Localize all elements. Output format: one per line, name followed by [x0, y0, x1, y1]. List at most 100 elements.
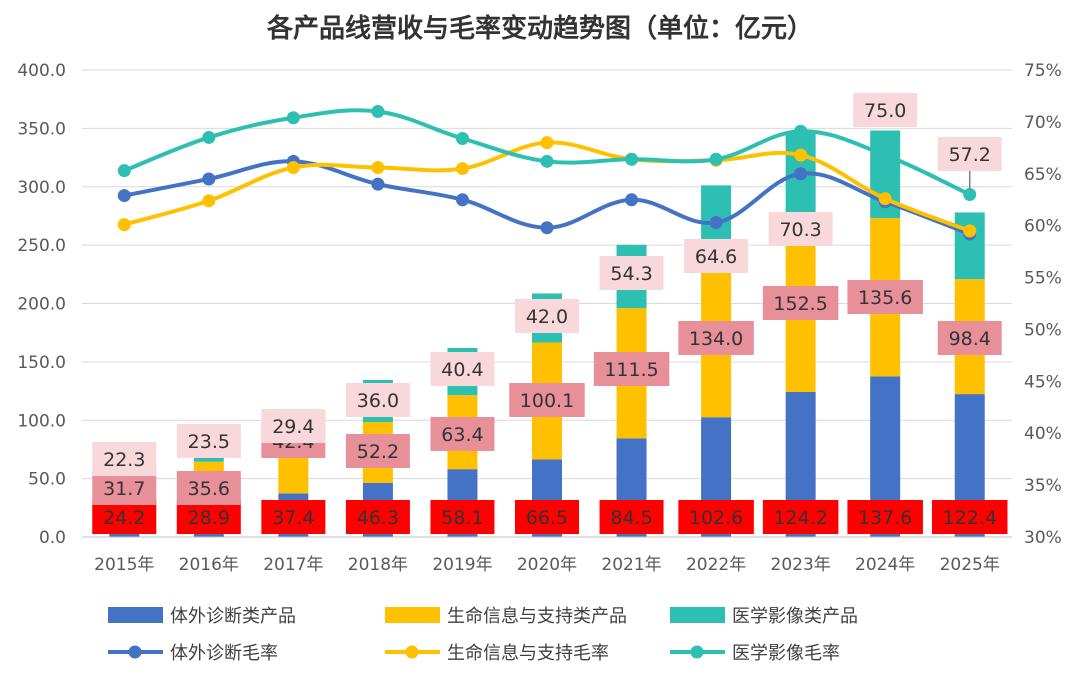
label-imaging-box: [345, 383, 410, 417]
legend-swatch-marker: [690, 645, 704, 659]
label-life-support: 111.5: [604, 359, 658, 381]
y-left-tick-label: 50.0: [28, 470, 66, 490]
label-imaging-box: [176, 424, 241, 458]
label-ivd-box: [345, 500, 410, 534]
legend-label: 体外诊断类产品: [170, 606, 296, 627]
label-life-support-box: [847, 280, 923, 314]
line-life-support-margin-point: [963, 224, 977, 238]
label-ivd-box: [430, 500, 495, 534]
label-imaging: 29.4: [272, 416, 314, 438]
label-ivd-box: [176, 500, 241, 534]
line-imaging-margin-point: [455, 131, 469, 145]
line-imaging-margin-point: [117, 164, 131, 178]
y-right-tick-label: 45%: [1024, 372, 1062, 392]
label-ivd: 124.2: [773, 507, 827, 529]
y-right-tick-label: 55%: [1024, 269, 1062, 289]
label-imaging: 75.0: [864, 100, 906, 122]
legend-label: 医学影像毛率: [732, 643, 840, 664]
label-ivd-box: [762, 500, 839, 534]
label-imaging-box: [937, 137, 1002, 171]
label-life-support: 134.0: [689, 328, 743, 350]
y-left-tick-label: 350.0: [17, 119, 66, 139]
x-tick-label: 2019年: [432, 555, 492, 575]
legend-label: 生命信息与支持毛率: [447, 643, 609, 664]
label-imaging-box: [684, 239, 749, 273]
line-ivd-margin-point: [709, 216, 723, 230]
line-ivd-margin-point: [371, 177, 385, 191]
line-ivd-margin-point: [117, 189, 131, 203]
label-imaging: 22.3: [103, 449, 145, 471]
label-life-support-box: [762, 286, 839, 320]
label-ivd: 37.4: [272, 507, 314, 529]
label-ivd-box: [847, 500, 923, 534]
x-tick-label: 2018年: [348, 555, 408, 575]
label-life-support: 100.1: [520, 390, 574, 412]
data-labels: 24.231.722.328.935.623.537.442.429.446.3…: [92, 93, 1008, 534]
y-left-tick-label: 100.0: [17, 411, 66, 431]
x-tick-label: 2020年: [517, 555, 577, 575]
line-life-support-margin-point: [878, 192, 892, 206]
y-right-tick-label: 40%: [1024, 424, 1062, 444]
label-ivd: 58.1: [441, 507, 483, 529]
x-tick-label: 2022年: [686, 555, 746, 575]
line-life-support-margin-point: [202, 194, 216, 208]
label-imaging: 42.0: [526, 306, 568, 328]
label-ivd: 102.6: [689, 507, 743, 529]
label-life-support: 52.2: [357, 441, 399, 463]
y-right-tick-label: 65%: [1024, 165, 1062, 185]
line-life-support-margin-point: [117, 218, 131, 232]
label-imaging-box: [92, 442, 157, 476]
label-ivd: 84.5: [610, 507, 652, 529]
label-life-support-box: [678, 321, 754, 355]
line-imaging-margin-point: [540, 154, 554, 168]
axes: 0.0 50.0 100.0 150.0 200.0 250.0 300.0 350.0 400…: [17, 61, 1061, 575]
label-imaging: 54.3: [610, 263, 652, 285]
label-life-support-box: [92, 471, 157, 505]
y-left-tick-label: 250.0: [17, 236, 66, 256]
legend-swatch-marker: [128, 645, 142, 659]
chart-title: 各产品线营收与毛率变动趋势图（单位：亿元）: [266, 14, 813, 44]
y-right-tick-label: 35%: [1024, 476, 1062, 496]
line-imaging-margin-point: [625, 152, 639, 166]
label-imaging: 36.0: [357, 390, 399, 412]
label-ivd: 28.9: [188, 507, 230, 529]
line-ivd-margin-point: [455, 193, 469, 207]
x-tick-label: 2017年: [263, 555, 323, 575]
line-life-support-margin-point: [371, 161, 385, 175]
label-imaging-box: [261, 409, 326, 443]
label-life-support: 152.5: [773, 293, 827, 315]
line-ivd-margin-point: [202, 172, 216, 186]
label-imaging: 40.4: [441, 359, 483, 381]
label-life-support: 35.6: [188, 478, 230, 500]
y-left-tick-label: 0.0: [39, 528, 66, 548]
label-imaging-box: [599, 256, 664, 290]
label-ivd-box: [678, 500, 754, 534]
legend-label: 生命信息与支持类产品: [447, 606, 627, 627]
line-imaging-margin-point: [286, 111, 300, 125]
legend-swatch-bar: [385, 607, 440, 623]
label-ivd: 24.2: [103, 507, 145, 529]
line-imaging-margin-point: [878, 148, 892, 162]
label-life-support: 135.6: [858, 287, 912, 309]
y-left-tick-label: 400.0: [17, 61, 66, 81]
label-imaging: 70.3: [779, 219, 821, 241]
label-ivd-box: [515, 500, 579, 534]
line-marks: [117, 105, 977, 241]
y-left-tick-label: 200.0: [17, 295, 66, 315]
line-ivd-margin-point: [625, 193, 639, 207]
line-imaging-margin-point: [202, 130, 216, 144]
label-imaging-box: [515, 299, 579, 333]
y-right-tick-label: 60%: [1024, 217, 1062, 237]
line-imaging-margin-point: [371, 105, 385, 119]
x-tick-label: 2023年: [771, 555, 831, 575]
y-right-tick-label: 30%: [1024, 528, 1062, 548]
line-life-support-margin-point: [794, 148, 808, 162]
label-ivd-box: [92, 500, 157, 534]
line-life-support-margin-point: [455, 162, 469, 176]
label-imaging: 23.5: [188, 431, 230, 453]
line-life-support-margin-point: [540, 136, 554, 150]
legend-label: 医学影像类产品: [732, 606, 858, 627]
label-imaging-box: [768, 212, 833, 246]
line-imaging-margin-point: [709, 152, 723, 166]
